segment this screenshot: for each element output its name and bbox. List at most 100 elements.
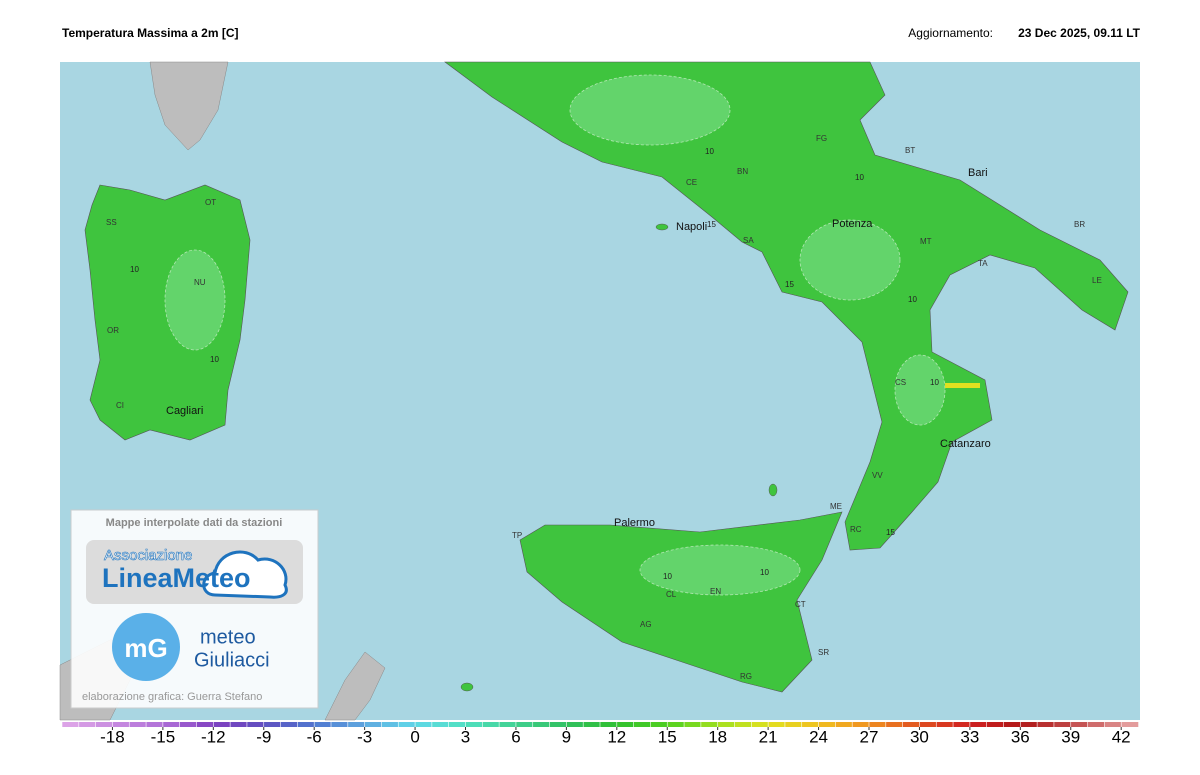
contour-label: 10 (210, 355, 219, 364)
colorbar-segment (1003, 722, 1021, 727)
contour-label: 10 (908, 295, 917, 304)
contour-label: 15 (785, 280, 794, 289)
city-label: Potenza (832, 218, 873, 230)
colorbar-segment (969, 722, 987, 727)
colorbar-segment (381, 722, 399, 727)
colorbar-segment (448, 722, 466, 727)
credits-box (70, 509, 319, 709)
province-label: NU (194, 278, 206, 287)
colorbar-segment (1104, 722, 1122, 727)
colorbar-segment (600, 722, 618, 727)
colorbar-segment (885, 722, 903, 727)
colorbar-segment (95, 722, 113, 727)
logo2-mark: mG (124, 633, 167, 663)
colorbar-segment (415, 722, 433, 727)
province-label: TA (978, 259, 988, 268)
colorbar-segment (331, 722, 349, 727)
colorbar-tick-label: -6 (307, 727, 322, 746)
colorbar-segment (280, 722, 298, 727)
colorbar-segment (314, 722, 332, 727)
colorbar-segment (734, 722, 752, 727)
colorbar-segment (230, 722, 248, 727)
island (655, 223, 669, 231)
contour-label: 10 (705, 147, 714, 156)
contour-label: 10 (663, 572, 672, 581)
colorbar-segment (784, 722, 803, 727)
mainland (444, 61, 1129, 551)
colorbar-tick-label: -18 (100, 727, 125, 746)
contour-area (569, 74, 731, 146)
colorbar-segment (515, 722, 534, 727)
colorbar-segment (818, 722, 836, 727)
province-label: SR (818, 648, 829, 657)
province-label: CT (795, 600, 806, 609)
colorbar-segment (717, 722, 735, 727)
colorbar-tick-label: 30 (910, 727, 929, 746)
province-label: BT (905, 146, 915, 155)
province-label: OT (205, 198, 216, 207)
province-label: OR (107, 326, 119, 335)
colorbar-tick-label: 42 (1112, 727, 1131, 746)
city-label: Napoli (676, 221, 707, 233)
colorbar-segment (62, 722, 80, 727)
colorbar-segment (869, 722, 887, 727)
province-label: LE (1092, 276, 1102, 285)
colorbar-segment (1037, 722, 1055, 727)
title: Temperatura Massima a 2m [C] (62, 26, 239, 40)
colorbar-tick-label: 12 (607, 727, 626, 746)
colorbar-segment (398, 722, 416, 727)
update-label: Aggiornamento: (908, 26, 993, 40)
colorbar-segment (364, 722, 382, 727)
colorbar-tick-label: 9 (562, 727, 571, 746)
province-label: RG (740, 672, 752, 681)
colorbar-segment (196, 722, 214, 727)
colorbar-tick-label: 39 (1061, 727, 1080, 746)
colorbar-segment (801, 722, 819, 727)
contour-area (894, 354, 946, 426)
credits-author: elaborazione grafica: Guerra Stefano (82, 691, 262, 703)
colorbar-tick-label: 21 (759, 727, 778, 746)
city-label: Catanzaro (940, 438, 991, 450)
warm-spot (945, 383, 980, 388)
colorbar-segment (633, 722, 651, 727)
colorbar-segment (347, 722, 365, 727)
colorbar-tick-label: -3 (357, 727, 372, 746)
colorbar-segment (835, 722, 853, 727)
colorbar-segment (1053, 722, 1072, 727)
contour-label: 10 (130, 265, 139, 274)
colorbar-segment (768, 722, 786, 727)
colorbar-segment (431, 722, 449, 727)
colorbar-segment (112, 722, 130, 727)
colorbar-segment (986, 722, 1004, 727)
credits-caption: Mappe interpolate dati da stazioni (106, 517, 283, 529)
province-label: CI (116, 401, 124, 410)
corsica (149, 61, 229, 151)
province-label: AG (640, 620, 652, 629)
province-label: SS (106, 218, 117, 227)
colorbar-segment (532, 722, 550, 727)
province-label: MT (920, 237, 932, 246)
colorbar-tick-label: -12 (201, 727, 226, 746)
city-label: Bari (968, 167, 988, 179)
colorbar-tick-label: 18 (708, 727, 727, 746)
province-label: TP (512, 531, 522, 540)
colorbar-segment (852, 722, 870, 727)
colorbar-tick-label: 15 (658, 727, 677, 746)
province-label: FG (816, 134, 827, 143)
logo2-circle (112, 613, 180, 681)
colorbar-segment (549, 722, 567, 727)
province-label: VV (872, 471, 883, 480)
colorbar-segment (263, 722, 281, 727)
contour-area (164, 249, 226, 351)
province-label: ME (830, 502, 842, 511)
colorbar-segment (465, 722, 483, 727)
colorbar-tick-label: 27 (860, 727, 879, 746)
logo1-cloud (202, 550, 288, 599)
logo2-line2: Giuliacci (194, 649, 270, 671)
province-label: CS (895, 378, 906, 387)
colorbar-segment (936, 722, 954, 727)
contour-label: 10 (930, 378, 939, 387)
colorbar-segment (919, 722, 937, 727)
province-label: RC (850, 525, 862, 534)
colorbar-segment (129, 722, 147, 727)
